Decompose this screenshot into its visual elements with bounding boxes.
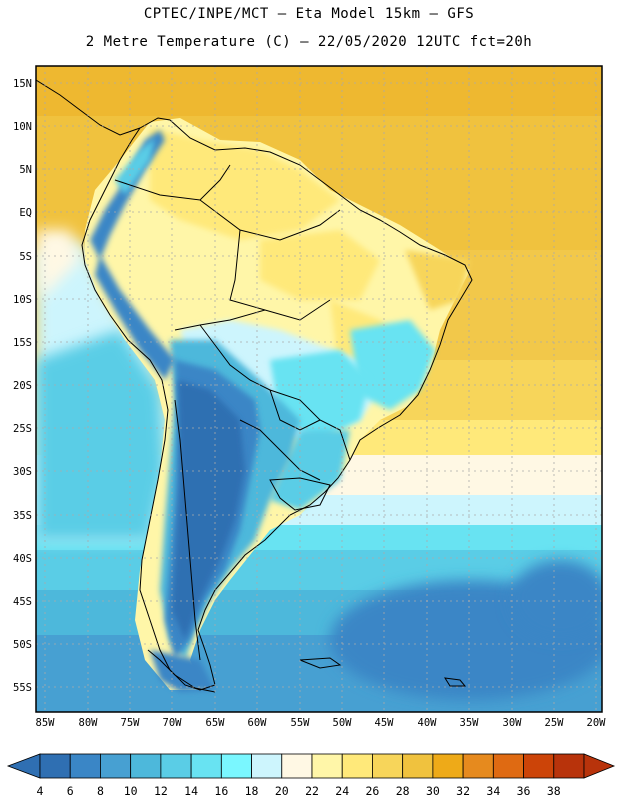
colorbar-swatch	[69, 753, 101, 779]
colorbar-swatch	[160, 753, 192, 779]
colorbar-label: 20	[275, 784, 289, 798]
colorbar-label: 28	[396, 784, 410, 798]
colorbar-swatch	[190, 753, 222, 779]
lon-tick: 55W	[291, 717, 311, 729]
lon-tick: 30W	[503, 717, 523, 729]
lat-tick: 35S	[13, 510, 32, 522]
colorbar-label: 38	[547, 784, 561, 798]
colorbar-swatch	[100, 753, 132, 779]
lon-tick: 60W	[248, 717, 268, 729]
lat-tick: 10N	[13, 121, 32, 133]
colorbar-label: 14	[184, 784, 198, 798]
map-frame	[35, 65, 603, 713]
map-title: CPTEC/INPE/MCT – Eta Model 15km – GFS	[143, 6, 475, 22]
lat-tick: 45S	[13, 596, 32, 608]
lat-tick: 55S	[13, 682, 32, 694]
lon-tick: 50W	[333, 717, 353, 729]
lat-tick: 5N	[19, 164, 32, 176]
colorbar-swatch	[462, 753, 494, 779]
colorbar-swatch	[553, 753, 585, 779]
lat-tick: 5S	[19, 251, 32, 263]
colorbar-label: 12	[154, 784, 168, 798]
lon-tick: 45W	[375, 717, 395, 729]
lon-tick: 65W	[206, 717, 226, 729]
colorbar-swatch	[39, 753, 71, 779]
lat-tick: 15S	[13, 337, 32, 349]
colorbar-label: 6	[67, 784, 74, 798]
colorbar-label: 10	[124, 784, 138, 798]
colorbar-swatch	[220, 753, 252, 779]
lon-tick: 35W	[460, 717, 480, 729]
colorbar-swatch	[251, 753, 283, 779]
colorbar-label: 32	[456, 784, 470, 798]
colorbar-swatch	[281, 753, 313, 779]
map-subtitle: 2 Metre Temperature (C) – 22/05/2020 12U…	[85, 34, 533, 50]
lat-tick: 10S	[13, 294, 32, 306]
lon-tick: 20W	[587, 717, 607, 729]
colorbar-swatch	[492, 753, 524, 779]
lat-tick: 30S	[13, 466, 32, 478]
lon-tick: 80W	[79, 717, 99, 729]
colorbar-label: 34	[486, 784, 500, 798]
colorbar-label: 26	[366, 784, 380, 798]
temperature-field	[36, 66, 602, 712]
lon-tick: 75W	[121, 717, 141, 729]
colorbar-label: 18	[245, 784, 259, 798]
colorbar: 4 6 8 10 12 14 16 18 20 22 24 26 28 30 32 34 36 38	[6, 753, 616, 798]
colorbar-left-arrow	[6, 753, 41, 779]
colorbar-swatch	[311, 753, 343, 779]
colorbar-swatch	[130, 753, 162, 779]
colorbar-swatch	[432, 753, 464, 779]
colorbar-label: 8	[97, 784, 104, 798]
colorbar-swatch	[341, 753, 373, 779]
lon-tick: 40W	[418, 717, 438, 729]
colorbar-label: 16	[214, 784, 228, 798]
lat-tick: 15N	[13, 78, 32, 90]
lon-tick: 25W	[545, 717, 565, 729]
lat-tick: 20S	[13, 380, 32, 392]
colorbar-label: 24	[335, 784, 349, 798]
lon-tick: 70W	[163, 717, 183, 729]
colorbar-label: 30	[426, 784, 440, 798]
lat-tick: 50S	[13, 639, 32, 651]
latitude-ticks: 15N 10N 5N EQ 5S 10S 15S 20S 25S 30S 35S…	[13, 78, 32, 694]
colorbar-right-arrow	[583, 753, 616, 779]
lat-tick: EQ	[19, 207, 32, 219]
lon-tick: 85W	[36, 717, 56, 729]
colorbar-label: 4	[37, 784, 44, 798]
colorbar-swatch	[402, 753, 434, 779]
colorbar-label: 36	[517, 784, 531, 798]
colorbar-swatch	[523, 753, 555, 779]
lat-tick: 25S	[13, 423, 32, 435]
graticule	[36, 66, 602, 712]
lat-tick: 40S	[13, 553, 32, 565]
colorbar-swatch	[372, 753, 404, 779]
colorbar-label: 22	[305, 784, 319, 798]
longitude-ticks: 85W 80W 75W 70W 65W 60W 55W 50W 45W 40W …	[36, 717, 607, 729]
